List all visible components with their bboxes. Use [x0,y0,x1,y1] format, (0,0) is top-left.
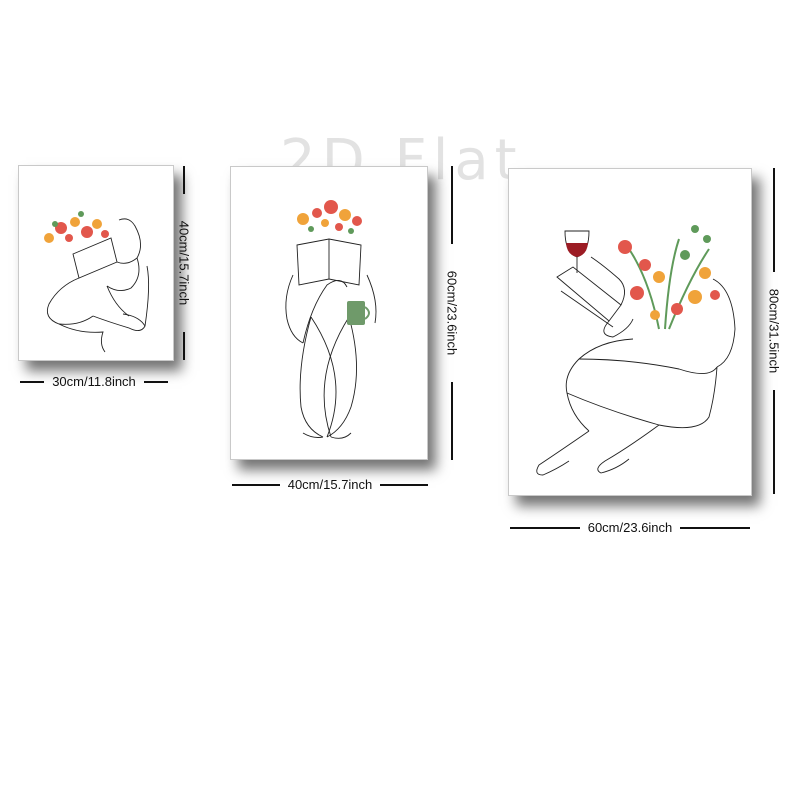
poster-large-height-label: 80cm/31.5inch [766,288,782,374]
flower-bouquet [297,200,362,234]
poster-medium-width-label: 40cm/15.7inch [287,477,373,492]
line-art-woman-with-mug-illustration [285,200,377,439]
poster-large-width-label: 60cm/23.6inch [587,520,673,535]
wine-glass [564,230,590,273]
poster-small-height-label: 40cm/15.7inch [176,220,192,306]
poster-small-width-dimension: 30cm/11.8inch [20,374,168,389]
poster-small [18,165,174,361]
flower-bouquet [44,211,109,243]
poster-small-width-label: 30cm/11.8inch [52,374,136,389]
flower-bouquet [618,225,720,330]
poster-medium-width-dimension: 40cm/15.7inch [232,477,428,492]
poster-medium-height-label: 60cm/23.6inch [444,270,460,356]
poster-medium [230,166,428,460]
mug [347,301,365,325]
poster-small-height-dimension: 40cm/15.7inch [172,166,196,360]
poster-large-height-dimension: 80cm/31.5inch [762,168,786,494]
poster-large [508,168,752,496]
poster-medium-height-dimension: 60cm/23.6inch [440,166,464,460]
line-art-woman-reading-illustration [44,211,150,353]
line-art-woman-with-wine-illustration [536,225,736,476]
poster-large-width-dimension: 60cm/23.6inch [510,520,750,535]
